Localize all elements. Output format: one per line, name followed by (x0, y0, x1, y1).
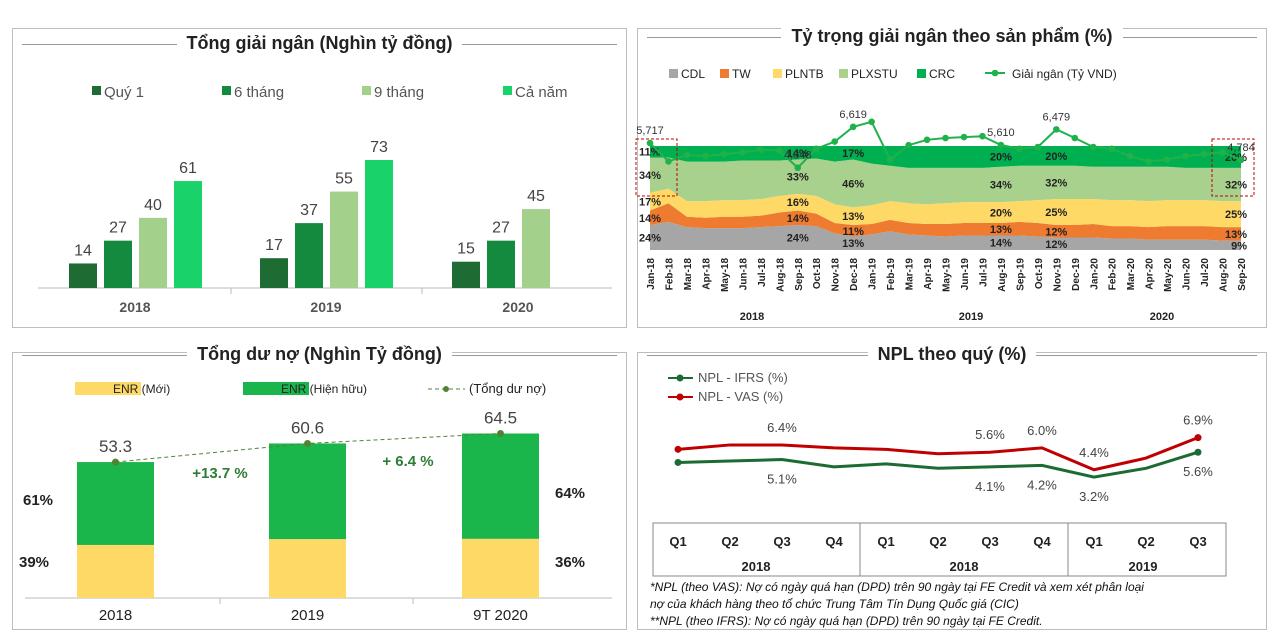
footnote-vas-1: *NPL (theo VAS): Nợ có ngày quá hạn (DPD… (650, 580, 1144, 594)
panel-outstanding-loans (12, 352, 627, 630)
disbursement-title-text: Tổng giải ngân (Nghìn tỷ đồng) (176, 33, 463, 53)
footnote-ifrs: **NPL (theo IFRS): Nợ có ngày quá hạn (D… (650, 614, 1043, 628)
npl-title-text: NPL theo quý (%) (867, 344, 1037, 364)
outstanding-title: Tổng dư nợ (Nghìn Tỷ đồng) (12, 344, 627, 365)
panel-disbursement (12, 28, 627, 328)
npl-title: NPL theo quý (%) (637, 344, 1267, 365)
disbursement-title: Tổng giải ngân (Nghìn tỷ đồng) (12, 33, 627, 54)
footnote-vas-2: nợ của khách hàng theo tổ chức Trung Tâm… (650, 597, 1019, 611)
panel-product-share (637, 28, 1267, 328)
product-share-title: Tỷ trọng giải ngân theo sản phẩm (%) (637, 26, 1267, 47)
product-share-title-text: Tỷ trọng giải ngân theo sản phẩm (%) (781, 26, 1123, 46)
outstanding-title-text: Tổng dư nợ (Nghìn Tỷ đồng) (187, 344, 452, 364)
